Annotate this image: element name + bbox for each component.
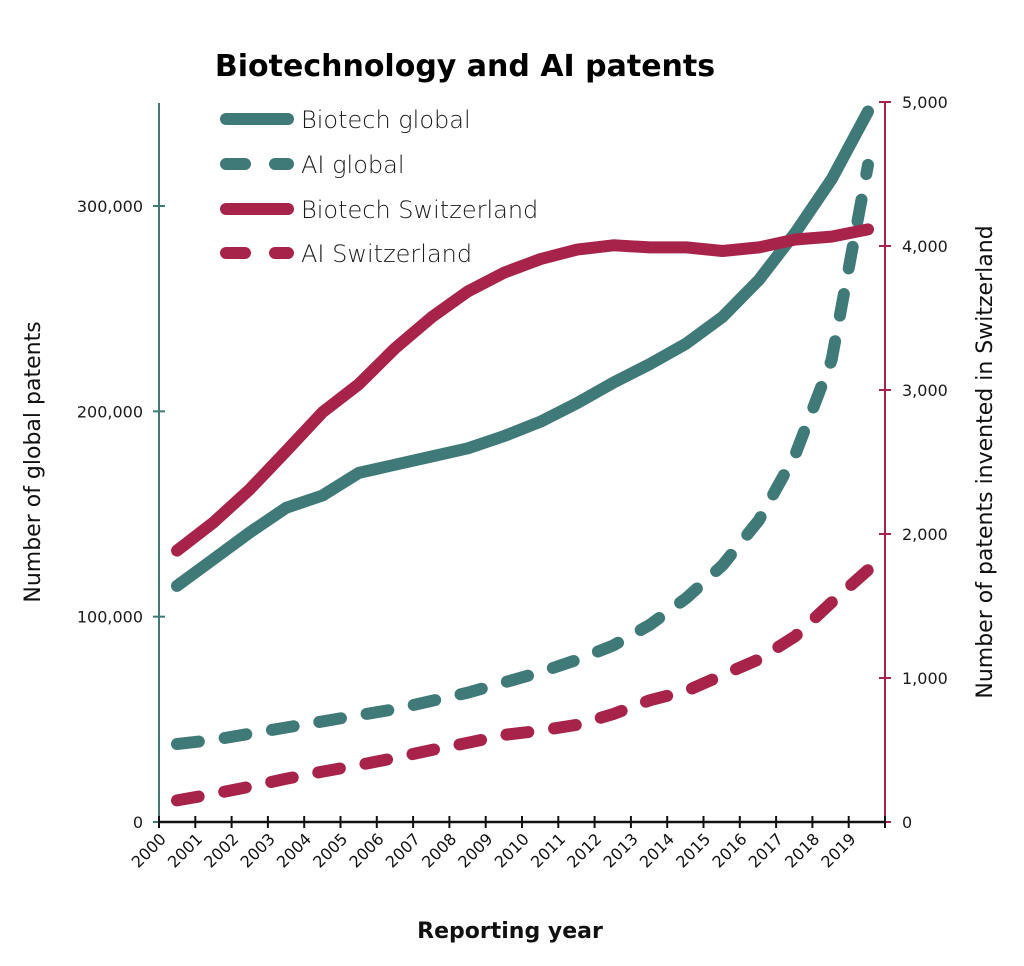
y-tick-label-left: 200,000 — [77, 402, 143, 421]
legend-item-biotech-switzerland: Biotech Switzerland — [220, 196, 538, 224]
x-tick-label: 2012 — [563, 829, 605, 871]
x-tick-label: 2017 — [745, 829, 787, 871]
data-point — [211, 792, 215, 796]
y-axis-title-right: Number of patents invented in Switzerlan… — [973, 225, 998, 698]
data-point — [539, 729, 543, 733]
x-tick-label: 2008 — [418, 829, 460, 871]
y-tick-label-left: 0 — [133, 813, 143, 832]
chart-title: Biotechnology and AI patents — [215, 49, 715, 84]
y-tick-label-right: 1,000 — [902, 669, 948, 688]
legend-label-biotech-global: Biotech global — [301, 106, 471, 134]
data-point — [357, 713, 361, 717]
series-line-ai-switzerland — [171, 564, 874, 807]
series-layer — [171, 105, 874, 807]
y-tick-label-right: 2,000 — [902, 525, 948, 544]
x-tick-label: 2005 — [309, 829, 351, 871]
legend-label-biotech-switzerland: Biotech Switzerland — [301, 196, 538, 224]
legend-item-ai-global: AI global — [220, 151, 405, 179]
x-tick-label: 2001 — [164, 829, 206, 871]
x-tick-label: 2019 — [817, 829, 859, 871]
y-tick-label-right: 5,000 — [902, 93, 948, 112]
y-tick-label-right: 3,000 — [902, 381, 948, 400]
x-tick-label: 2006 — [345, 829, 387, 871]
x-tick-label: 2016 — [708, 829, 750, 871]
x-tick-label: 2015 — [672, 829, 714, 871]
y-tick-label-left: 300,000 — [77, 197, 143, 216]
x-tick-label: 2011 — [527, 829, 569, 871]
series-line-biotech-switzerland — [171, 223, 874, 557]
x-tick-label: 2013 — [600, 829, 642, 871]
x-tick-label: 2002 — [200, 829, 242, 871]
series-line-biotech-global — [171, 105, 874, 592]
x-tick-label: 2018 — [781, 829, 823, 871]
series-line-ai-global — [171, 158, 874, 750]
data-point — [393, 756, 397, 760]
x-tick-label: 2000 — [128, 829, 170, 871]
x-tick-label: 2010 — [491, 829, 533, 871]
legend-item-biotech-global: Biotech global — [220, 106, 471, 134]
y-axis-title-left: Number of global patents — [21, 321, 46, 602]
y-tick-label-right: 0 — [902, 813, 912, 832]
data-point — [721, 673, 725, 677]
x-tick-label: 2003 — [237, 829, 279, 871]
x-axis-title: Reporting year — [417, 919, 603, 944]
y-tick-label-right: 4,000 — [902, 237, 948, 256]
data-point — [539, 670, 543, 674]
data-point — [211, 738, 215, 742]
x-tick-label: 2004 — [273, 829, 315, 871]
legend-label-ai-global: AI global — [301, 151, 405, 179]
y-tick-label-left: 100,000 — [77, 608, 143, 627]
x-tick-label: 2009 — [454, 829, 496, 871]
legend-label-ai-switzerland: AI Switzerland — [301, 240, 472, 268]
legend-item-ai-switzerland: AI Switzerland — [220, 240, 472, 268]
x-tick-label: 2007 — [382, 829, 424, 871]
legend: Biotech global AI global Biotech Switzer… — [220, 106, 538, 268]
x-tick-label: 2014 — [636, 829, 678, 871]
